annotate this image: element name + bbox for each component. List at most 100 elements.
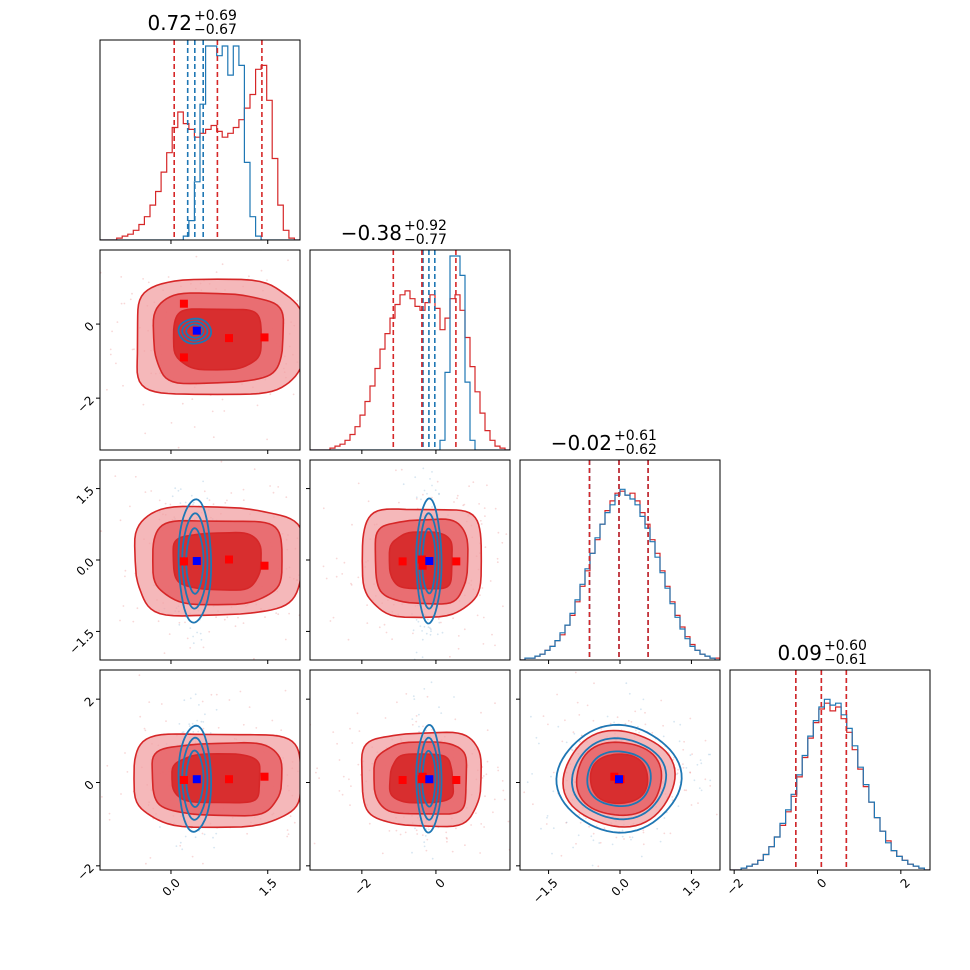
red-sample-point (347, 313, 349, 315)
title-minus: −0.62 (614, 442, 657, 458)
blue-sample-point (625, 682, 628, 685)
blue-sample-point (418, 730, 420, 733)
blue-histogram (730, 698, 930, 870)
red-sample-point (494, 644, 496, 647)
red-sample-point (445, 836, 448, 839)
title-plus: +0.60 (824, 638, 867, 654)
red-sample-point (570, 748, 573, 751)
red-sample-point (415, 715, 418, 717)
red-sample-point (494, 507, 497, 510)
red-sample-point (357, 482, 360, 485)
red-sample-point (106, 388, 108, 391)
red-sample-point (457, 647, 460, 650)
red-sample-point (422, 725, 424, 728)
param-3-title: 0.09 +0.60−0.61 (777, 638, 866, 668)
blue-sample-point (431, 857, 434, 860)
red-sample-point (264, 616, 266, 618)
red-marker (179, 776, 188, 784)
blue-sample-point (197, 730, 200, 733)
red-sample-point (158, 499, 161, 502)
red-sample-point (341, 643, 343, 645)
red-sample-point (305, 584, 307, 586)
red-sample-point (277, 486, 280, 488)
red-sample-point (627, 719, 630, 722)
red-sample-point (676, 772, 679, 775)
red-sample-point (484, 795, 486, 798)
red-sample-point (255, 727, 258, 729)
red-sample-point (445, 831, 448, 834)
blue-contour-line (586, 750, 652, 807)
blue-sample-point (628, 692, 631, 695)
red-sample-point (142, 278, 145, 280)
red-sample-point (556, 693, 558, 696)
red-sample-point (317, 859, 319, 861)
red-sample-point (306, 334, 308, 336)
red-sample-point (236, 660, 238, 662)
title-median: 0.72 (147, 11, 192, 35)
red-sample-point (100, 530, 103, 532)
red-sample-point (335, 557, 338, 560)
red-sample-point (144, 432, 147, 435)
red-sample-point (542, 715, 545, 717)
red-sample-point (318, 777, 320, 779)
red-sample-point (586, 704, 589, 707)
red-sample-point (357, 576, 360, 579)
red-sample-point (246, 832, 249, 835)
red-marker (260, 561, 269, 570)
red-sample-point (124, 575, 126, 578)
panel-frame-3-0 (99, 669, 301, 871)
red-sample-point (481, 587, 484, 589)
panel-frame-1-1 (309, 249, 511, 451)
param-2-title: −0.02 +0.61−0.62 (551, 428, 657, 458)
blue-sample-point (414, 476, 417, 479)
red-sample-point (122, 384, 124, 387)
blue-sample-point (188, 877, 190, 879)
blue-sample-point (606, 715, 609, 718)
red-marker (452, 776, 461, 784)
red-sample-point (242, 622, 245, 624)
red-sample-point (94, 334, 96, 336)
red-sample-point (201, 700, 204, 703)
red-sample-point (253, 468, 256, 471)
red-sample-point (496, 561, 499, 564)
title-minus: −0.67 (194, 22, 237, 38)
red-sample-point (421, 834, 424, 837)
red-sample-point (79, 552, 81, 554)
red-sample-point (502, 605, 504, 608)
red-sample-point (638, 731, 640, 734)
red-sample-point (366, 622, 369, 624)
red-sample-point (446, 837, 448, 840)
red-sample-point (360, 579, 362, 581)
blue-sample-point (430, 681, 433, 684)
red-sample-point (395, 469, 397, 472)
y-tick-label: −2 (75, 861, 97, 883)
red-marker (179, 353, 188, 362)
red-marker (225, 775, 233, 784)
blue-sample-point (171, 495, 174, 498)
red-sample-point (545, 823, 548, 825)
y-tick-label: 0 (82, 319, 97, 334)
red-sample-point (437, 618, 440, 620)
red-sample-point (215, 693, 218, 696)
red-sample-point (514, 816, 516, 818)
blue-sample-point (181, 848, 184, 851)
red-sample-point (482, 775, 485, 777)
red-sample-point (355, 320, 357, 322)
red-sample-point (575, 842, 577, 845)
red-sample-point (482, 643, 485, 645)
blue-sample-point (429, 633, 432, 636)
red-sample-point (311, 528, 313, 530)
red-sample-point (642, 829, 645, 832)
red-sample-point (395, 829, 398, 832)
red-marker (418, 561, 427, 570)
panel-2-1-content (322, 467, 508, 660)
red-sample-point (683, 740, 685, 743)
red-sample-point (624, 722, 627, 725)
red-sample-point (296, 299, 299, 302)
blue-sample-point (429, 627, 431, 629)
red-sample-point (94, 735, 96, 737)
y-tick-label: −1.5 (66, 626, 97, 657)
blue-histogram (310, 255, 510, 450)
red-histogram (730, 702, 930, 870)
red-sample-point (347, 638, 350, 641)
